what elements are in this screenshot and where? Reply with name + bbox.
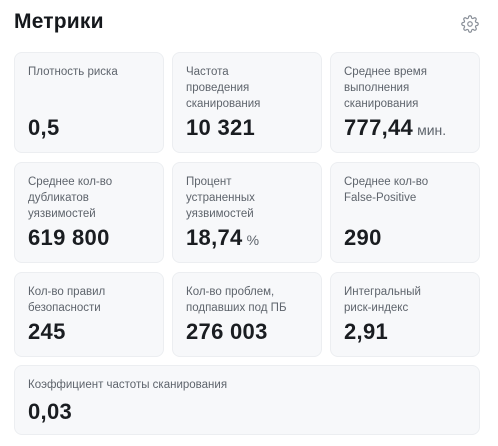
metric-value: 245 [28,319,66,344]
metric-label: Интегральный риск-индекс [344,286,421,314]
metric-label: Кол-во проблем, подпавших под ПБ [186,286,287,314]
metric-card-scan-frequency: Частота проведения сканирования 10 321 [172,52,322,153]
metric-card-fixed-percent: Процент устраненных уязвимостей 18,74% [172,162,322,263]
metric-card-policy-issues: Кол-во проблем, подпавших под ПБ 276 003 [172,272,322,357]
metric-card-false-positive: Среднее кол-во False-Positive 290 [330,162,480,263]
metric-label: Плотность риска [28,66,118,78]
metric-card-integral-risk: Интегральный риск-индекс 2,91 [330,272,480,357]
metric-label: Среднее кол-во дубликатов уязвимостей [28,176,113,220]
metric-label: Процент устраненных уязвимостей [186,176,255,220]
metric-value: 2,91 [344,319,389,344]
metric-label: Частота проведения сканирования [186,66,261,110]
metric-label: Коэффициент частоты сканирования [28,379,228,391]
metric-value: 290 [344,225,382,250]
gear-icon[interactable] [461,15,479,33]
metric-value: 619 800 [28,225,110,250]
metric-card-security-rules: Кол-во правил безопасности 245 [14,272,164,357]
metric-value: 10 321 [186,115,256,140]
metric-value: 777,44 мин. [344,115,447,140]
metric-unit: мин. [417,122,447,138]
metric-card-risk-density: Плотность риска 0,5 [14,52,164,153]
metric-label: Среднее время выполнения сканирования [344,66,427,110]
page-title: Метрики [14,10,104,33]
metric-card-scan-frequency-ratio: Коэффициент частоты сканирования 0,03 [14,365,480,435]
metric-value: 0,03 [28,399,73,424]
metric-card-avg-duplicates: Среднее кол-во дубликатов уязвимостей 61… [14,162,164,263]
metric-card-avg-scan-time: Среднее время выполнения сканирования 77… [330,52,480,153]
metric-value: 0,5 [28,115,60,140]
metric-value: 276 003 [186,319,268,344]
metric-unit: % [246,232,260,248]
metric-value: 18,74% [186,225,260,250]
metric-label: Среднее кол-во False-Positive [344,176,429,204]
metric-label: Кол-во правил безопасности [28,286,106,314]
